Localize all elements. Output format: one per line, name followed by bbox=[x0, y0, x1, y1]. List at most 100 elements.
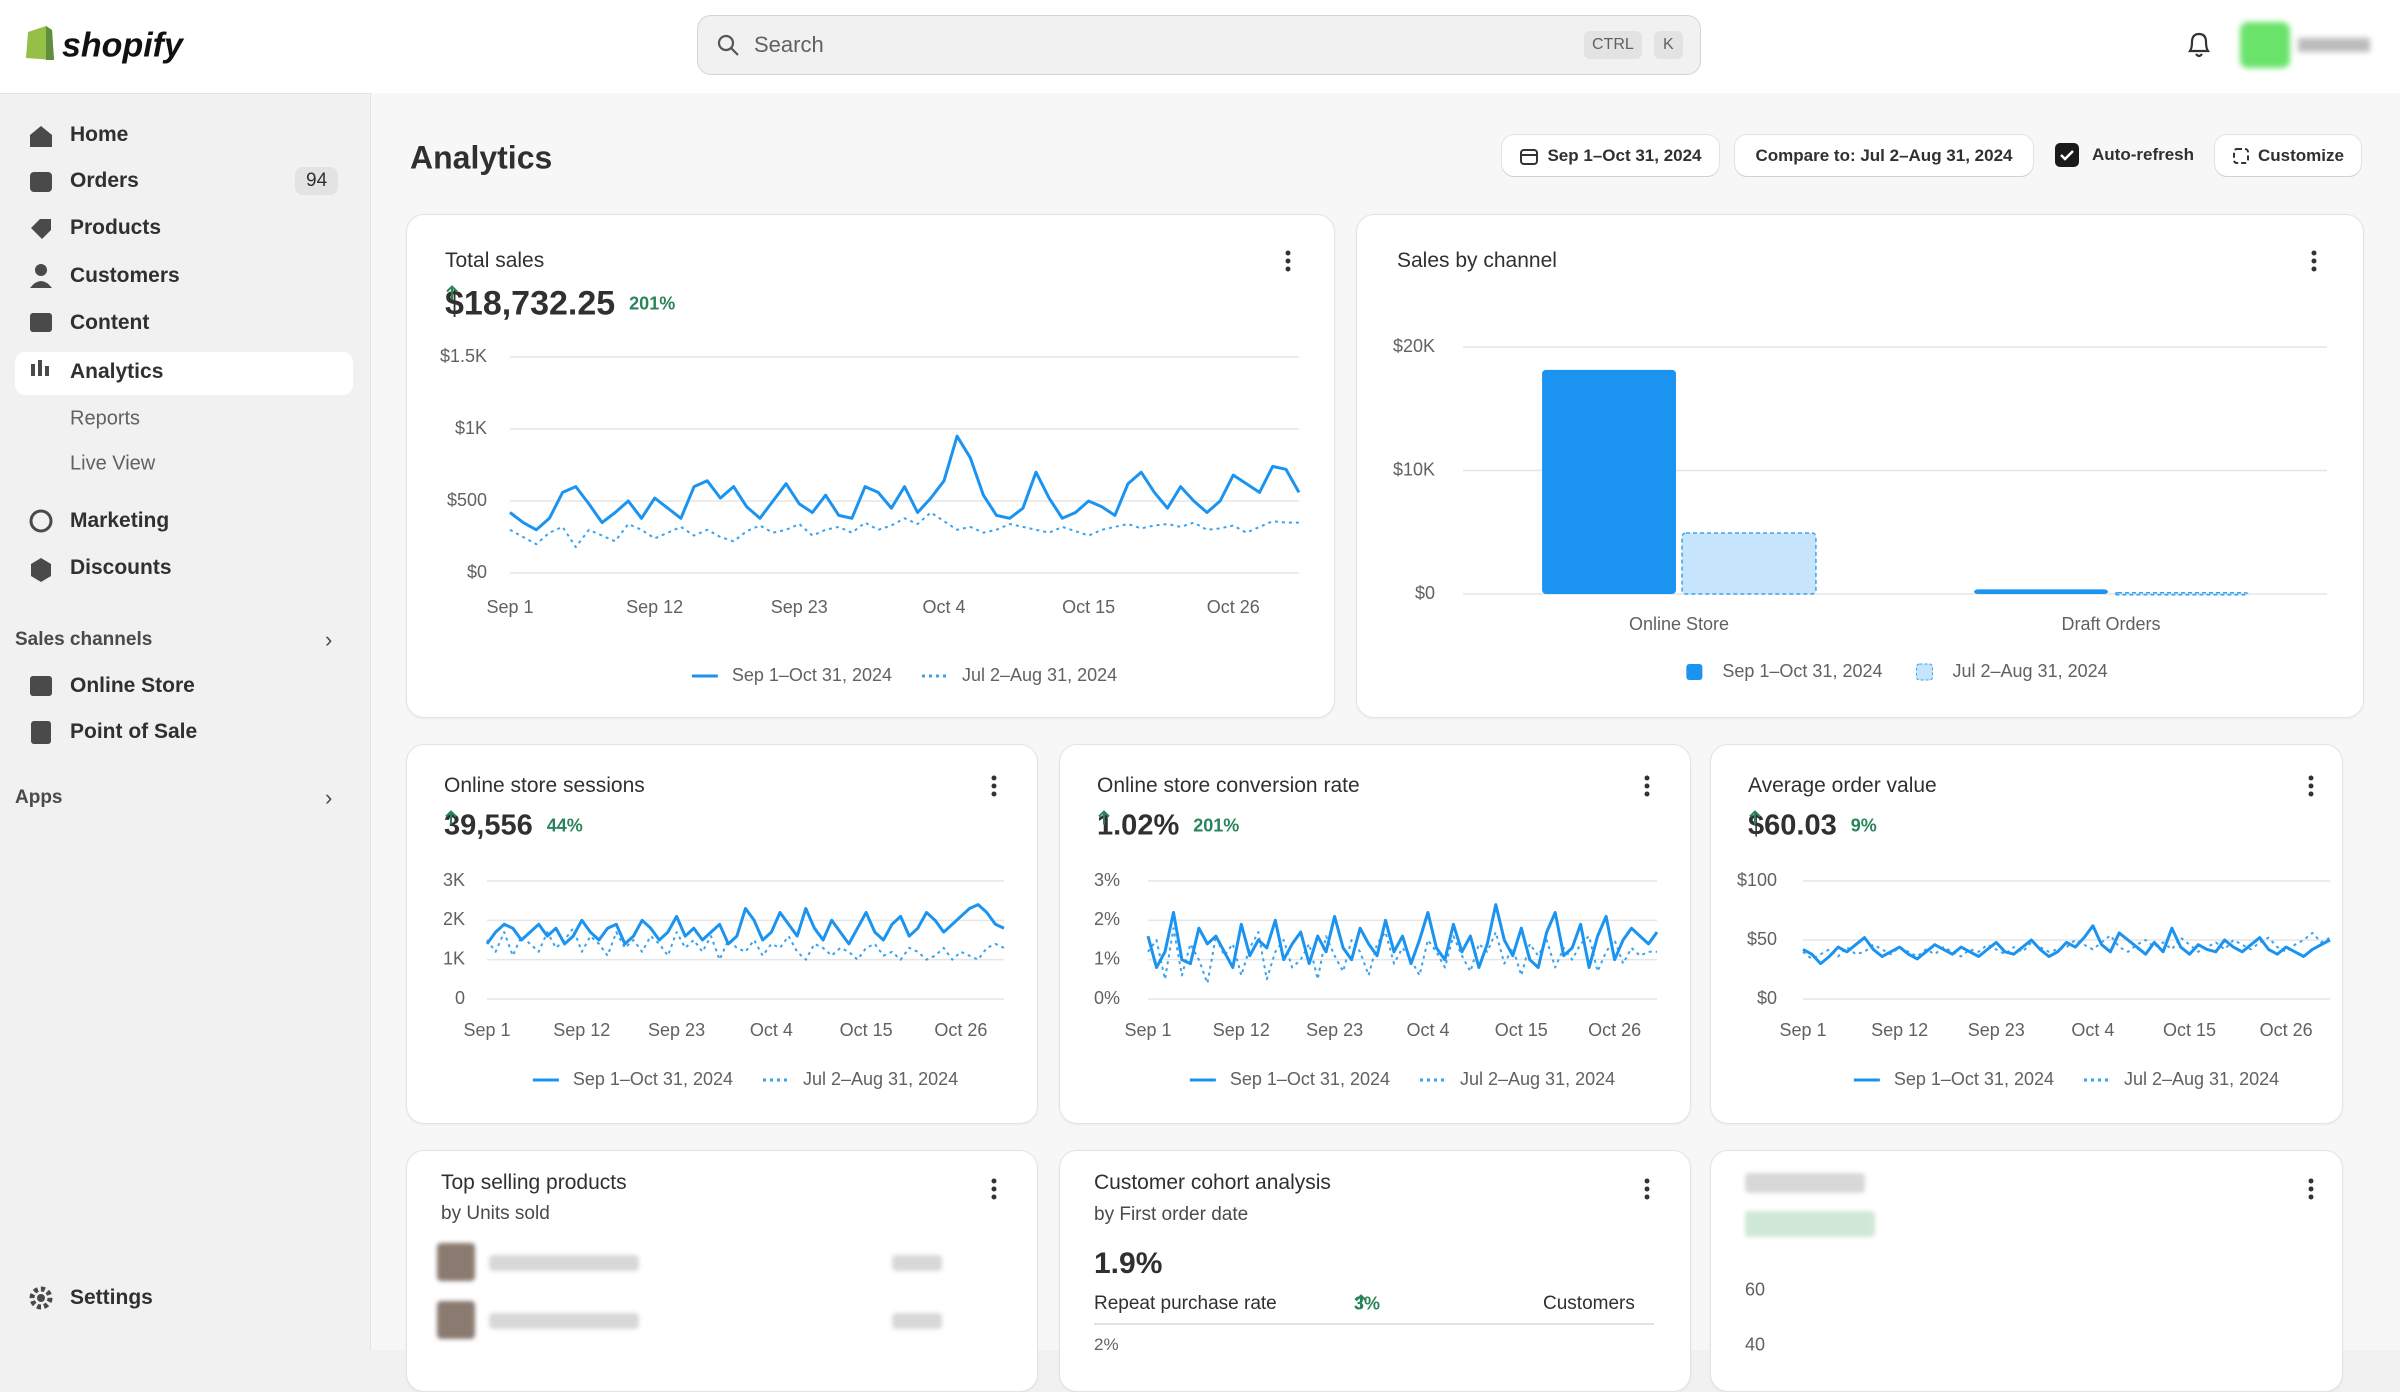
card-title: Sales by channel bbox=[1397, 249, 1557, 272]
menu-icon[interactable] bbox=[1643, 774, 1651, 798]
legend-swatch bbox=[1686, 664, 1703, 680]
y-tick-label: $10K bbox=[1393, 459, 1435, 479]
chart: 0 1K 2K 3K Sep 1 Sep 12 Sep 23 Oct 4 Oct 15 Oct 2… bbox=[443, 870, 1005, 1089]
change: 9% bbox=[1749, 810, 1877, 837]
search-placeholder: Search bbox=[754, 32, 824, 57]
card: $0 $50 $100 Sep 1 Sep 12 Sep 23 Oct 4 Oct 15 Oct… bbox=[1710, 744, 2343, 1124]
nav-item[interactable]: Customers bbox=[70, 264, 180, 287]
nav-subitem[interactable]: Reports bbox=[70, 407, 141, 430]
x-tick-label: Oct 26 bbox=[1207, 597, 1260, 617]
search-icon bbox=[717, 34, 739, 56]
x-tick-label: Oct 4 bbox=[2071, 1020, 2114, 1040]
legend-swatch bbox=[1915, 663, 1933, 681]
menu-icon[interactable] bbox=[1284, 249, 1292, 273]
nav-item[interactable]: Home bbox=[70, 123, 129, 146]
x-tick-label: Oct 4 bbox=[922, 597, 965, 617]
checkbox[interactable] bbox=[2055, 143, 2079, 167]
menu-icon[interactable] bbox=[2310, 249, 2318, 273]
legend-label: Jul 2–Aug 31, 2024 bbox=[2124, 1069, 2279, 1089]
axis-label: 60 bbox=[1745, 1279, 1766, 1300]
y-tick-label: 2% bbox=[1094, 909, 1120, 929]
compare-button[interactable]: Compare to: Jul 2–Aug 31, 2024 bbox=[1735, 135, 2033, 176]
change: 201% bbox=[446, 285, 676, 315]
bar bbox=[1681, 532, 1817, 595]
legend-label: Jul 2–Aug 31, 2024 bbox=[1460, 1069, 1615, 1089]
y-tick-label: $100 bbox=[1737, 870, 1777, 890]
units-blur bbox=[892, 1313, 942, 1329]
card: Customer cohort analysis by First order … bbox=[1059, 1150, 1691, 1392]
y-tick-label: $20K bbox=[1393, 336, 1435, 356]
x-tick-label: Sep 1 bbox=[463, 1020, 510, 1040]
x-tick-label: Oct 15 bbox=[1495, 1020, 1548, 1040]
search-box[interactable]: Search CTRL K bbox=[697, 15, 1701, 75]
avatar[interactable] bbox=[2240, 22, 2290, 68]
series-line bbox=[1146, 903, 1659, 969]
nav-subitem[interactable]: Live View bbox=[70, 452, 156, 475]
up-arrow bbox=[1749, 810, 1761, 825]
date-button[interactable]: Sep 1–Oct 31, 2024 bbox=[1502, 135, 1719, 176]
menu-icon[interactable] bbox=[2307, 1177, 2315, 1201]
nav-item[interactable]: Content bbox=[70, 311, 150, 334]
nav-section[interactable]: Apps bbox=[15, 787, 63, 808]
x-tick-label: Sep 1 bbox=[1124, 1020, 1171, 1040]
chart: $0 $10K $20K Online Store Draft Orders Sep 1–… bbox=[1393, 336, 2327, 681]
nav-section[interactable]: Sales channels bbox=[15, 629, 153, 650]
nav-item[interactable]: Orders bbox=[70, 169, 139, 192]
x-tick-label: Sep 1 bbox=[486, 597, 533, 617]
button-label: Customize bbox=[2258, 145, 2344, 165]
menu-icon[interactable] bbox=[990, 1177, 998, 1201]
card-title: Online store sessions bbox=[444, 774, 645, 797]
x-tick-label: Oct 26 bbox=[1588, 1020, 1641, 1040]
y-tick-label: 0% bbox=[1094, 988, 1120, 1008]
divider bbox=[1094, 1323, 1654, 1325]
change: 3% bbox=[1354, 1294, 1380, 1315]
legend-label: Sep 1–Oct 31, 2024 bbox=[1722, 661, 1882, 681]
metric: 39,556 bbox=[444, 809, 533, 842]
x-tick-label: Oct 26 bbox=[2260, 1020, 2313, 1040]
chart: $0 $50 $100 Sep 1 Sep 12 Sep 23 Oct 4 Oct 15 Oct… bbox=[1737, 870, 2331, 1089]
logo-icon bbox=[26, 26, 54, 60]
menu-icon[interactable] bbox=[990, 774, 998, 798]
change-value: 201% bbox=[1193, 815, 1240, 836]
nav-item[interactable]: Analytics bbox=[70, 360, 164, 383]
store-name-blur bbox=[2298, 38, 2370, 52]
y-tick-label: 3K bbox=[443, 870, 465, 890]
check-icon bbox=[2060, 150, 2074, 161]
menu-icon[interactable] bbox=[1643, 1177, 1651, 1201]
series-line bbox=[1802, 931, 2331, 960]
y-tick-label: $0 bbox=[1757, 988, 1777, 1008]
y-tick-label: $50 bbox=[1747, 929, 1777, 949]
y-tick-label: 3% bbox=[1094, 870, 1120, 890]
metric-label: Repeat purchase rate bbox=[1094, 1293, 1277, 1314]
customize-button[interactable]: Customize bbox=[2215, 135, 2361, 176]
metric-blur bbox=[1745, 1211, 1875, 1237]
change-value: 201% bbox=[629, 293, 676, 314]
chart: 0% 1% 2% 3% Sep 1 Sep 12 Sep 23 Oct 4 Oct 15 Oct … bbox=[1094, 870, 1659, 1089]
legend-label: Sep 1–Oct 31, 2024 bbox=[1230, 1069, 1390, 1089]
y-tick-label: $1.5K bbox=[440, 346, 487, 366]
bar bbox=[2113, 592, 2249, 596]
bell-icon[interactable] bbox=[2185, 30, 2213, 60]
nav-item[interactable]: Point of Sale bbox=[70, 720, 198, 743]
menu-icon[interactable] bbox=[2307, 774, 2315, 798]
product-name-blur bbox=[489, 1255, 639, 1271]
card-subtitle: by First order date bbox=[1094, 1204, 1249, 1225]
nav-icons bbox=[29, 126, 53, 744]
nav-item[interactable]: Settings bbox=[70, 1286, 153, 1309]
metric: 1.9% bbox=[1094, 1247, 1163, 1280]
nav-item[interactable]: Products bbox=[70, 216, 162, 239]
nav-item[interactable]: Marketing bbox=[70, 509, 170, 532]
x-tick-label: Draft Orders bbox=[2061, 614, 2160, 634]
card-title: Average order value bbox=[1748, 774, 1937, 797]
product-thumb bbox=[437, 1301, 475, 1339]
change: 44% bbox=[445, 810, 583, 837]
change-value: 44% bbox=[546, 815, 583, 836]
metric-row: $60.03 9% bbox=[1748, 810, 1877, 843]
nav-item[interactable]: Discounts bbox=[70, 556, 172, 579]
card-title: Customer cohort analysis bbox=[1094, 1171, 1331, 1194]
nav-item[interactable]: Online Store bbox=[70, 674, 195, 697]
x-tick-label: Sep 12 bbox=[626, 597, 683, 617]
y-tick-label: 1% bbox=[1094, 948, 1120, 968]
x-tick-label: Sep 23 bbox=[1306, 1020, 1363, 1040]
